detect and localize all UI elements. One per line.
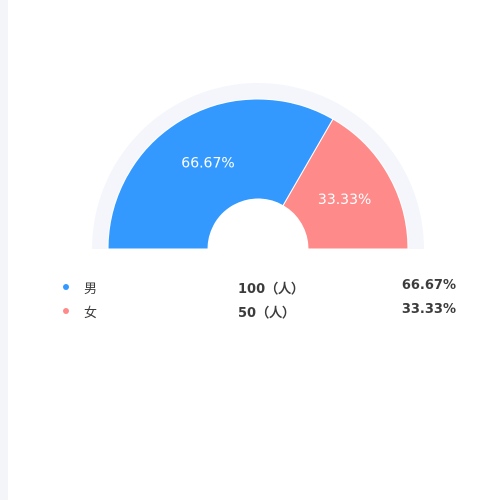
slice-label-male: 66.67% (181, 155, 234, 171)
slice-male[interactable] (107, 98, 334, 250)
legend-label-male: 男 (84, 282, 98, 297)
legend-marker-female (63, 308, 69, 314)
slice-female[interactable] (282, 118, 409, 250)
legend-percent-male: 66.67% (401, 278, 456, 293)
half-donut-chart: 66.67% 33.33% (92, 83, 424, 250)
slice-label-female: 33.33% (318, 192, 371, 208)
legend-item-female[interactable]: 女 50（人） 33.33% (0, 300, 500, 322)
legend-label-female: 女 (84, 306, 98, 321)
legend-count-male: 100（人） (238, 282, 305, 297)
left-panel-edge (0, 0, 8, 500)
legend-count-female: 50（人） (238, 306, 296, 321)
legend-percent-female: 33.33% (401, 302, 456, 317)
legend-marker-male (63, 284, 69, 290)
legend-item-male[interactable]: 男 100（人） 66.67% (0, 276, 500, 298)
